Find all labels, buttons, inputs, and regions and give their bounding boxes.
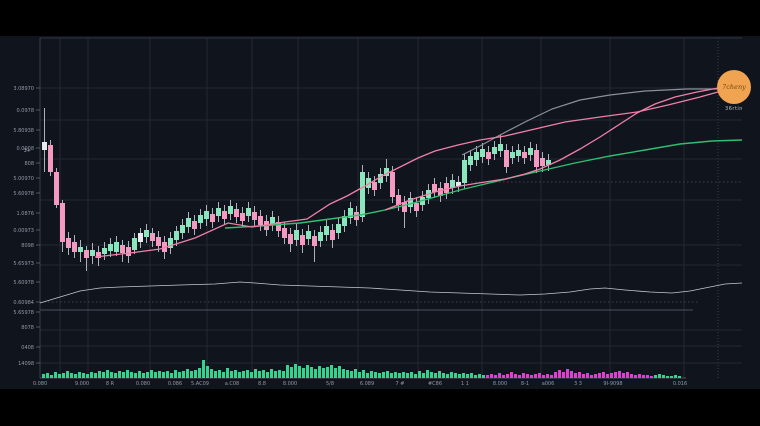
svg-text:8-1: 8-1 bbox=[521, 381, 529, 387]
logo-badge: 7cheny bbox=[717, 70, 751, 104]
svg-text:9I-9098: 9I-9098 bbox=[603, 381, 622, 387]
svg-text:0.0008: 0.0008 bbox=[17, 146, 35, 152]
svg-text:5.65973: 5.65973 bbox=[13, 261, 34, 267]
svg-text:5.60978: 5.60978 bbox=[13, 280, 34, 286]
svg-text:0.080: 0.080 bbox=[136, 381, 150, 387]
svg-text:8.8: 8.8 bbox=[258, 381, 266, 387]
svg-text:5.60978: 5.60978 bbox=[13, 191, 34, 197]
letterbox-bottom bbox=[0, 389, 760, 426]
volume-layer bbox=[42, 360, 681, 378]
svg-text:8078: 8078 bbox=[21, 325, 34, 331]
svg-text:0.60984: 0.60984 bbox=[13, 300, 34, 306]
svg-text:7 #: 7 # bbox=[396, 381, 405, 387]
svg-text:9.000: 9.000 bbox=[75, 381, 89, 387]
svg-text:14098: 14098 bbox=[18, 361, 34, 367]
logo-badge-label: 7cheny bbox=[722, 83, 746, 91]
svg-text:3+: 3+ bbox=[24, 148, 31, 154]
svg-text:8.000: 8.000 bbox=[493, 381, 507, 387]
svg-text:a.C08: a.C08 bbox=[225, 381, 240, 387]
price-chart-svg[interactable]: 3.08970 0.0978 5.80938 0.0008 808 5.00970 5.60… bbox=[0, 36, 760, 389]
indicator-line-layer bbox=[39, 281, 743, 304]
svg-text:0.086: 0.086 bbox=[168, 381, 182, 387]
svg-text:5.65978: 5.65978 bbox=[13, 310, 34, 316]
svg-text:0.016: 0.016 bbox=[673, 381, 687, 387]
svg-text:5.00970: 5.00970 bbox=[13, 176, 34, 182]
svg-text:8.000: 8.000 bbox=[283, 381, 297, 387]
svg-text:0.0978: 0.0978 bbox=[17, 108, 35, 114]
svg-text:3 3: 3 3 bbox=[574, 381, 582, 387]
svg-text:#C86: #C86 bbox=[428, 381, 442, 387]
svg-text:5.80938: 5.80938 bbox=[13, 128, 34, 134]
svg-text:a006: a006 bbox=[542, 381, 555, 387]
svg-text:808: 808 bbox=[24, 161, 34, 167]
letterbox-top bbox=[0, 0, 760, 36]
svg-text:8 R: 8 R bbox=[106, 381, 115, 387]
svg-text:5/8: 5/8 bbox=[326, 381, 334, 387]
ma-lines-layer bbox=[94, 86, 743, 258]
svg-text:1.0876: 1.0876 bbox=[17, 211, 35, 217]
axis-labels-layer: 3.08970 0.0978 5.80938 0.0008 808 5.00970 5.60… bbox=[13, 86, 687, 387]
svg-text:3.08970: 3.08970 bbox=[13, 86, 34, 92]
svg-text:0.080: 0.080 bbox=[33, 381, 47, 387]
svg-text:8098: 8098 bbox=[21, 243, 34, 249]
candles-layer bbox=[42, 108, 551, 271]
svg-text:0408: 0408 bbox=[21, 345, 34, 351]
chart-panel[interactable]: 3.08970 0.0978 5.80938 0.0008 808 5.00970 5.60… bbox=[0, 36, 760, 389]
svg-text:1 1: 1 1 bbox=[461, 381, 469, 387]
logo-caption: 36rtin bbox=[725, 106, 743, 112]
svg-text:5.AC09: 5.AC09 bbox=[191, 381, 209, 387]
svg-text:6.089: 6.089 bbox=[360, 381, 374, 387]
annotations-layer: 3+ bbox=[24, 148, 31, 154]
svg-text:0.00973: 0.00973 bbox=[13, 228, 34, 234]
